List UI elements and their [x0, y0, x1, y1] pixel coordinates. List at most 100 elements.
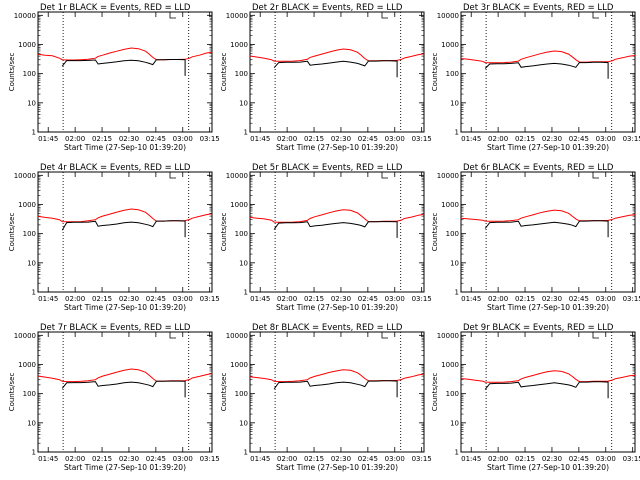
x-tick-label: 02:00 [65, 135, 85, 143]
x-tick-label: 03:15 [200, 295, 220, 303]
x-tick-label: 01:45 [38, 455, 58, 463]
series-lld-line [37, 47, 213, 61]
x-axis-label: Start Time (27-Sep-10 01:39:20) [487, 143, 609, 152]
x-tick-label: 02:15 [92, 135, 112, 143]
y-tick-label: 10 [450, 419, 459, 427]
y-tick-label: 1000 [230, 361, 248, 369]
plot-frame [460, 11, 636, 133]
y-axis-label: Counts/sec [8, 53, 16, 92]
x-axis-label: Start Time (27-Sep-10 01:39:20) [487, 303, 609, 312]
series-lld-line [249, 48, 425, 62]
y-tick-label: 1000 [441, 41, 459, 49]
x-tick-label: 02:15 [304, 455, 324, 463]
x-tick-label: 02:15 [92, 455, 112, 463]
x-tick-label: 03:00 [173, 295, 193, 303]
panel-1: Det 1r BLACK = Events, RED = LLD 1 10 100 10… [8, 3, 220, 152]
series-lld-line [460, 209, 636, 222]
top-bracket-marker [169, 12, 176, 19]
y-tick-label: 10 [450, 99, 459, 107]
plot-frame [460, 171, 636, 293]
y-tick-label: 100 [235, 70, 248, 78]
y-tick-label: 10000 [226, 12, 248, 20]
x-axis-label: Start Time (27-Sep-10 01:39:20) [487, 463, 609, 472]
y-axis-label: Counts/sec [220, 53, 228, 92]
y-axis-label: Counts/sec [431, 373, 439, 412]
panel-title: Det 3r BLACK = Events, RED = LLD [463, 3, 614, 13]
x-tick-label: 02:00 [277, 455, 297, 463]
y-tick-label: 10000 [226, 172, 248, 180]
y-tick-label: 10000 [14, 12, 36, 20]
y-tick-label: 1000 [441, 201, 459, 209]
x-tick-label: 02:30 [542, 295, 562, 303]
y-axis-label: Counts/sec [8, 213, 16, 252]
y-tick-label: 10 [27, 259, 36, 267]
x-tick-label: 02:00 [277, 295, 297, 303]
y-tick-label: 100 [446, 70, 459, 78]
y-tick-label: 100 [235, 390, 248, 398]
y-axis-label: Counts/sec [220, 373, 228, 412]
x-tick-label: 03:00 [173, 135, 193, 143]
x-tick-label: 02:30 [119, 135, 139, 143]
x-tick-label: 02:00 [488, 455, 508, 463]
x-tick-label: 02:15 [515, 295, 535, 303]
x-tick-label: 01:45 [38, 135, 58, 143]
top-bracket-marker [381, 172, 388, 179]
x-tick-label: 03:15 [412, 455, 432, 463]
panel-6: Det 6r BLACK = Events, RED = LLD 1 10 100 10… [431, 163, 640, 312]
y-tick-label: 1000 [18, 201, 36, 209]
x-tick-label: 03:00 [596, 455, 616, 463]
x-tick-label: 02:30 [119, 295, 139, 303]
plot-frame [460, 331, 636, 453]
y-tick-label: 1000 [18, 41, 36, 49]
series-lld-line [249, 369, 425, 383]
x-tick-label: 02:45 [569, 455, 589, 463]
x-tick-label: 02:30 [542, 135, 562, 143]
y-axis-label: Counts/sec [431, 53, 439, 92]
x-tick-label: 01:45 [250, 455, 270, 463]
panel-4: Det 4r BLACK = Events, RED = LLD 1 10 100 10… [8, 163, 220, 312]
panel-2: Det 2r BLACK = Events, RED = LLD 1 10 100 10… [220, 3, 432, 152]
y-tick-label: 10 [27, 419, 36, 427]
y-tick-label: 10 [239, 259, 248, 267]
x-tick-label: 03:00 [596, 295, 616, 303]
panel-5: Det 5r BLACK = Events, RED = LLD 1 10 100 10… [220, 163, 432, 312]
x-tick-label: 02:00 [488, 295, 508, 303]
y-tick-label: 10 [450, 259, 459, 267]
series-lld-line [460, 370, 636, 383]
plot-frame [37, 171, 213, 293]
y-tick-label: 100 [23, 230, 36, 238]
panel-8: Det 8r BLACK = Events, RED = LLD 1 10 100 10… [220, 323, 432, 472]
x-axis-label: Start Time (27-Sep-10 01:39:20) [64, 143, 186, 152]
y-axis-label: Counts/sec [431, 213, 439, 252]
top-bracket-marker [592, 12, 599, 19]
series-events-line [484, 61, 609, 79]
panel-title: Det 9r BLACK = Events, RED = LLD [463, 323, 614, 333]
top-bracket-marker [169, 332, 176, 339]
y-tick-label: 10000 [437, 12, 459, 20]
panel-title: Det 2r BLACK = Events, RED = LLD [252, 3, 403, 13]
panel-title: Det 5r BLACK = Events, RED = LLD [252, 163, 403, 173]
x-tick-label: 02:15 [304, 135, 324, 143]
x-tick-label: 01:45 [461, 455, 481, 463]
y-tick-label: 100 [446, 230, 459, 238]
x-tick-label: 02:00 [65, 455, 85, 463]
x-tick-label: 02:30 [331, 295, 351, 303]
panel-title: Det 6r BLACK = Events, RED = LLD [463, 163, 614, 173]
y-tick-label: 10 [27, 99, 36, 107]
y-tick-label: 1 [244, 129, 248, 137]
x-tick-label: 03:15 [412, 135, 432, 143]
x-tick-label: 02:45 [569, 295, 589, 303]
x-tick-label: 01:45 [461, 135, 481, 143]
y-tick-label: 1 [32, 449, 36, 457]
series-events-line [273, 221, 398, 238]
y-tick-label: 1 [244, 449, 248, 457]
x-tick-label: 02:15 [515, 455, 535, 463]
x-tick-label: 03:15 [623, 295, 640, 303]
x-tick-label: 02:00 [277, 135, 297, 143]
y-tick-label: 10000 [437, 332, 459, 340]
panel-9: Det 9r BLACK = Events, RED = LLD 1 10 100 10… [431, 323, 640, 472]
y-tick-label: 1000 [441, 361, 459, 369]
x-tick-label: 02:45 [358, 135, 378, 143]
x-tick-label: 01:45 [461, 295, 481, 303]
